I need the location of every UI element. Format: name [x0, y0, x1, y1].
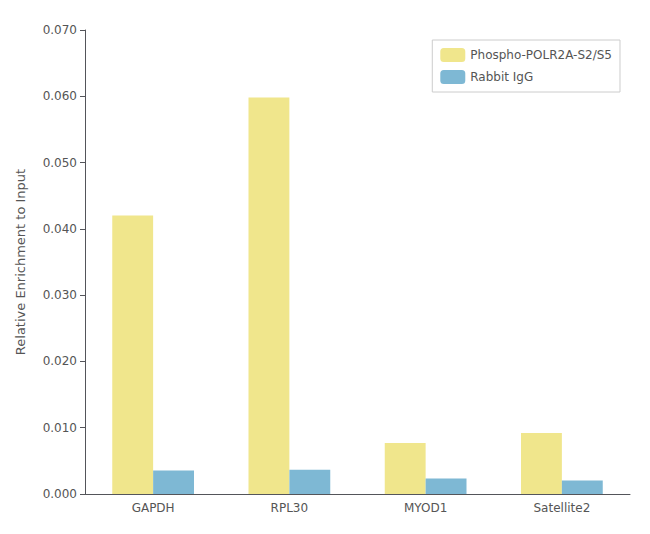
svg-text:0.000: 0.000 — [43, 487, 77, 501]
svg-text:0.030: 0.030 — [43, 288, 77, 302]
svg-text:0.040: 0.040 — [43, 222, 77, 236]
svg-text:Phospho-POLR2A-S2/S5: Phospho-POLR2A-S2/S5 — [470, 48, 612, 62]
svg-text:RPL30: RPL30 — [271, 501, 309, 515]
svg-text:Relative Enrichment to Input: Relative Enrichment to Input — [13, 169, 28, 355]
svg-text:0.020: 0.020 — [43, 354, 77, 368]
svg-text:Rabbit IgG: Rabbit IgG — [470, 70, 533, 84]
svg-text:MYOD1: MYOD1 — [404, 501, 447, 515]
svg-text:0.070: 0.070 — [43, 23, 77, 37]
svg-text:Satellite2: Satellite2 — [533, 501, 590, 515]
svg-text:GAPDH: GAPDH — [132, 501, 175, 515]
svg-text:0.060: 0.060 — [43, 89, 77, 103]
svg-text:0.050: 0.050 — [43, 156, 77, 170]
svg-text:0.010: 0.010 — [43, 421, 77, 435]
